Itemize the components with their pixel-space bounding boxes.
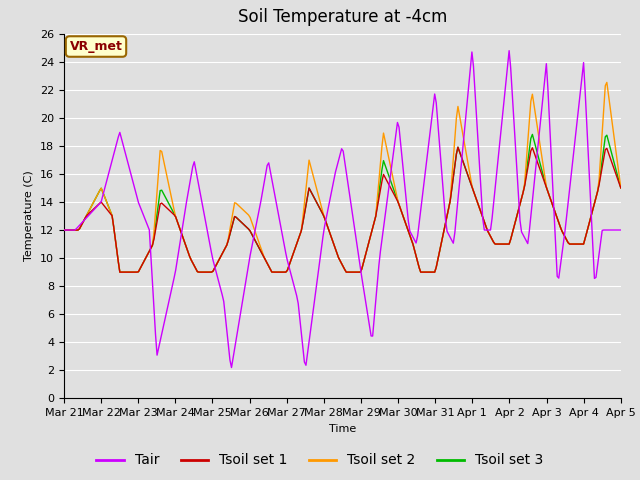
Text: VR_met: VR_met [70,40,122,53]
Legend: Tair, Tsoil set 1, Tsoil set 2, Tsoil set 3: Tair, Tsoil set 1, Tsoil set 2, Tsoil se… [91,448,549,473]
X-axis label: Time: Time [329,424,356,433]
Y-axis label: Temperature (C): Temperature (C) [24,170,35,262]
Title: Soil Temperature at -4cm: Soil Temperature at -4cm [237,9,447,26]
